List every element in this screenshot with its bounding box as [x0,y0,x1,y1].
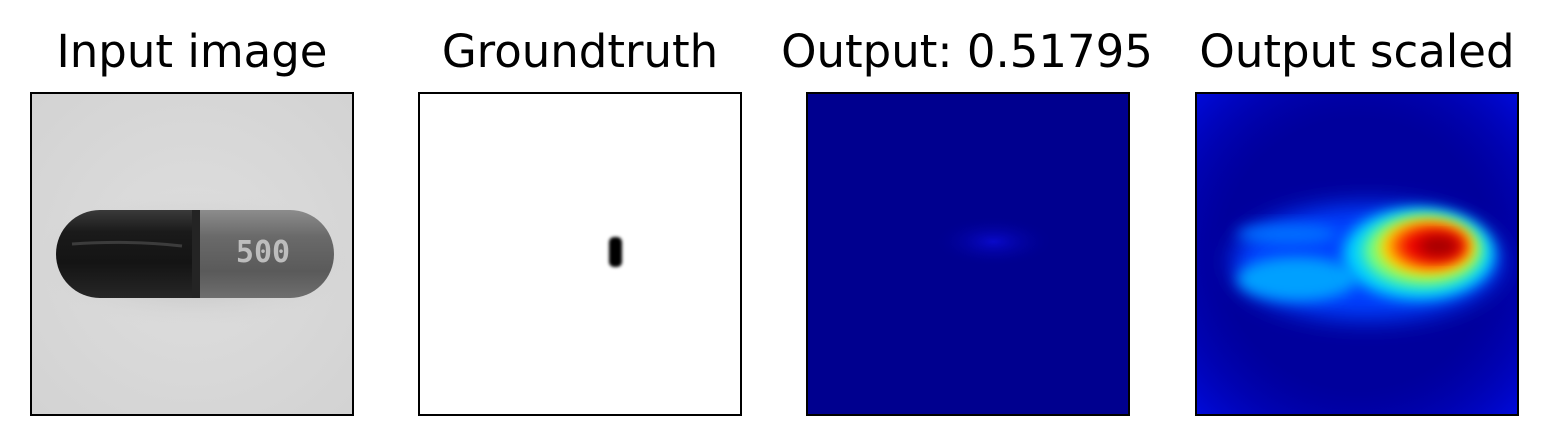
anomaly-map [808,94,1128,414]
groundtruth-mask-panel [418,92,742,416]
output-scaled-heatmap-panel [1195,92,1519,416]
panel-title-input-image: Input image [56,25,328,78]
capsule-image: 500 [32,94,352,414]
capsule-print-text: 500 [236,235,290,270]
panel-title-output-score: Output: 0.51795 [781,25,1153,78]
scaled-heatmap [1197,94,1517,414]
defect-mask [420,94,740,414]
panel-title-output-scaled: Output scaled [1199,25,1515,78]
panel-title-groundtruth: Groundtruth [441,25,719,78]
input-image-panel: 500 [30,92,354,416]
defect-blob [609,237,622,267]
output-anomaly-map-panel [806,92,1130,416]
